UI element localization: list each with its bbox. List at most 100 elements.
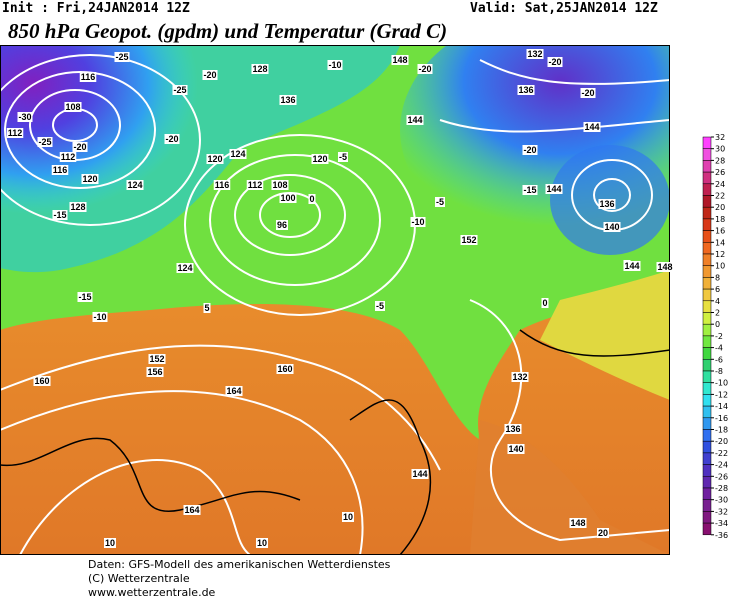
map-label: -25 (115, 52, 128, 62)
map-label: 10 (343, 512, 353, 522)
label-box (417, 64, 433, 74)
label-box (176, 263, 194, 273)
map-label: -20 (73, 142, 86, 152)
label-box (77, 292, 93, 302)
colorbar-swatch (702, 487, 712, 500)
map-label: 144 (407, 115, 422, 125)
colorbar-swatch (702, 171, 712, 185)
label-box (547, 57, 563, 67)
colorbar-swatch (702, 323, 712, 337)
colorbar-swatch (702, 476, 712, 489)
label-box (327, 60, 343, 70)
map-label: -10 (328, 60, 341, 70)
init-time: Init : Fri,24JAN2014 12Z (2, 1, 190, 16)
map-label: 100 (280, 193, 295, 203)
label-box (92, 312, 108, 322)
colorbar-label: -8 (715, 367, 723, 376)
label-box (460, 235, 478, 245)
map-label: 124 (230, 149, 245, 159)
colorbar-swatch (702, 417, 712, 430)
label-box (202, 70, 218, 80)
colorbar-label: 18 (715, 215, 725, 224)
colorbar-swatch (702, 195, 712, 208)
colorbar-swatch (702, 300, 712, 313)
label-box (6, 128, 24, 138)
colorbar-swatch (702, 242, 712, 255)
map-label: 108 (272, 180, 287, 190)
label-box (391, 55, 409, 65)
map-label: 120 (82, 174, 97, 184)
colorbar-swatch (702, 394, 712, 407)
colorbar-label: -36 (715, 531, 728, 540)
colorbar-swatch (702, 522, 712, 536)
map-label: -20 (581, 88, 594, 98)
label-box (276, 364, 294, 374)
footer-line: (C) Wetterzentrale (88, 572, 190, 585)
map-label: -20 (165, 134, 178, 144)
map-label: -20 (523, 145, 536, 155)
map-label: -20 (418, 64, 431, 74)
map-label: 120 (207, 154, 222, 164)
map-label: 144 (412, 469, 427, 479)
colorbar-swatch (702, 160, 712, 173)
colorbar-swatch (702, 136, 712, 149)
map-label: 144 (546, 184, 561, 194)
colorbar-swatch (702, 230, 712, 243)
colorbar-swatch (702, 265, 712, 278)
label-box (541, 298, 549, 308)
map-label: 144 (584, 122, 599, 132)
colorbar-swatch (702, 499, 712, 512)
label-box (275, 220, 289, 230)
label-box (596, 528, 610, 538)
label-box (203, 303, 211, 313)
colorbar-label: -14 (715, 402, 728, 411)
map-label: -15 (53, 210, 66, 220)
map-label: 0 (542, 298, 547, 308)
map-label: -10 (93, 312, 106, 322)
label-box (623, 261, 641, 271)
colorbar-label: 6 (715, 285, 720, 294)
colorbar-label: -2 (715, 332, 723, 341)
map-label: 124 (127, 180, 142, 190)
colorbar-label: 28 (715, 156, 725, 165)
colorbar-label: 16 (715, 227, 725, 236)
colorbar-label: 10 (715, 262, 725, 271)
colorbar-label: 24 (715, 180, 725, 189)
label-box (225, 386, 243, 396)
colorbar-swatch (702, 370, 712, 383)
map-label: 148 (392, 55, 407, 65)
colorbar-swatch (702, 218, 712, 231)
label-box (251, 64, 269, 74)
map-label: 164 (226, 386, 241, 396)
label-box (411, 469, 429, 479)
colorbar-label: 0 (715, 320, 720, 329)
colorbar-swatch (702, 253, 712, 266)
label-box (255, 538, 269, 548)
colorbar-label: -12 (715, 390, 728, 399)
map-label: 136 (599, 199, 614, 209)
map-label: 128 (252, 64, 267, 74)
colorbar-label: 14 (715, 238, 725, 247)
label-box (569, 518, 587, 528)
colorbar-swatch (702, 288, 712, 302)
map-label: -5 (436, 197, 444, 207)
map-label: 112 (8, 128, 23, 138)
map-label: 120 (312, 154, 327, 164)
colorbar-label: 12 (715, 250, 725, 259)
map-label: 148 (570, 518, 585, 528)
label-box (183, 505, 201, 515)
colorbar-swatch (702, 511, 712, 524)
label-box (164, 134, 180, 144)
map-label: 132 (512, 372, 527, 382)
label-box (271, 180, 289, 190)
label-box (511, 372, 529, 382)
map-label: 152 (149, 354, 164, 364)
map-label: 148 (657, 262, 672, 272)
colorbar-swatch (702, 148, 712, 161)
colorbar-label: 30 (715, 145, 725, 154)
label-box (374, 301, 386, 311)
label-box (341, 512, 355, 522)
colorbar-swatch (702, 405, 712, 419)
map-label: -20 (203, 70, 216, 80)
